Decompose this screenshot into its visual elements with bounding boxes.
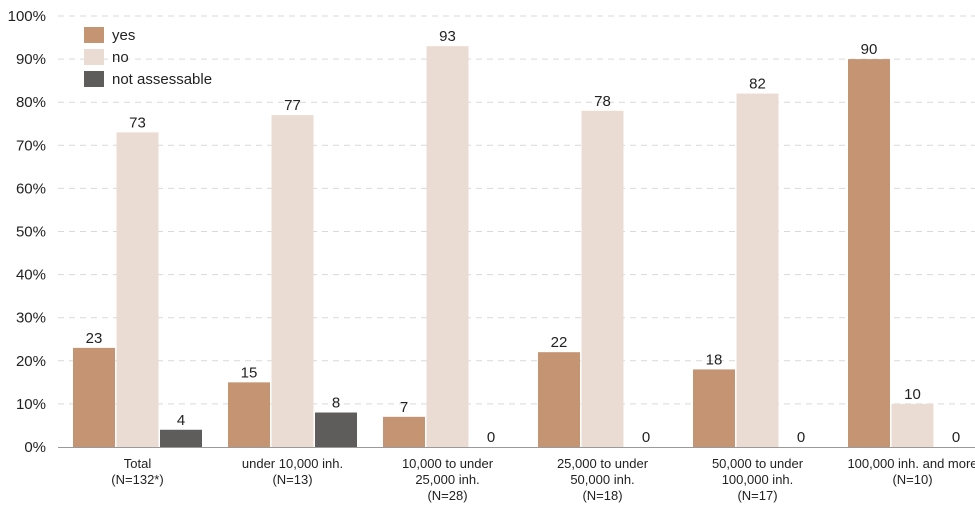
bar-no <box>891 403 934 447</box>
data-labels: 23 73 4 15 77 8 7 93 0 22 78 0 18 82 0 90 10 0 <box>86 28 961 446</box>
gridlines <box>58 15 975 405</box>
x-tick-label: (N=28) <box>427 488 467 503</box>
legend-label: not assessable <box>112 71 212 88</box>
bar-no <box>271 115 314 447</box>
y-tick-label: 40% <box>16 267 46 284</box>
x-tick-label: 100,000 inh. and more <box>847 456 975 471</box>
x-tick-label: 10,000 to under <box>402 456 494 471</box>
x-tick-label: (N=13) <box>272 472 312 487</box>
y-tick-label: 60% <box>16 180 46 197</box>
bar-not-assessable <box>315 412 357 447</box>
data-label: 7 <box>400 399 408 416</box>
data-label: 8 <box>332 395 340 412</box>
x-tick-label: 25,000 inh. <box>415 472 479 487</box>
data-label: 10 <box>904 386 921 403</box>
y-tick-label: 0% <box>24 439 46 456</box>
bar-yes <box>538 352 580 447</box>
x-tick-label: (N=18) <box>582 488 622 503</box>
x-axis: Total(N=132*) under 10,000 inh.(N=13) 10,0… <box>111 456 975 503</box>
x-tick-label: 25,000 to under <box>557 456 649 471</box>
data-label: 0 <box>797 429 805 446</box>
data-label: 4 <box>177 412 185 429</box>
data-label: 78 <box>594 93 611 110</box>
data-label: 90 <box>861 41 878 58</box>
y-tick-label: 90% <box>16 51 46 68</box>
y-tick-label: 30% <box>16 310 46 327</box>
data-label: 0 <box>952 429 960 446</box>
y-tick-label: 70% <box>16 137 46 154</box>
bar-not-assessable <box>160 429 202 447</box>
data-label: 82 <box>749 76 766 93</box>
data-label: 23 <box>86 330 103 347</box>
data-label: 93 <box>439 28 456 45</box>
y-tick-label: 80% <box>16 94 46 111</box>
y-axis: 0% 10% 20% 30% 40% 50% 60% 70% 80% 90% 100% <box>8 8 46 456</box>
legend-label: no <box>112 49 129 66</box>
bar-yes <box>73 347 115 447</box>
bar-no <box>581 110 624 447</box>
x-tick-label: 50,000 inh. <box>570 472 634 487</box>
data-label: 15 <box>241 364 258 381</box>
y-tick-label: 100% <box>8 8 46 25</box>
bar-yes <box>228 382 270 447</box>
legend-swatch <box>84 27 104 43</box>
x-tick-label: Total <box>124 456 152 471</box>
bar-yes <box>383 416 425 447</box>
bar-no <box>426 46 469 448</box>
x-tick-label: under 10,000 inh. <box>242 456 343 471</box>
bars <box>73 46 934 448</box>
bar-no <box>116 132 159 447</box>
x-tick-label: (N=10) <box>892 472 932 487</box>
legend-label: yes <box>112 27 135 44</box>
x-tick-label: 50,000 to under <box>712 456 804 471</box>
x-tick-label: 100,000 inh. <box>722 472 794 487</box>
y-tick-label: 50% <box>16 224 46 241</box>
data-label: 77 <box>284 97 301 114</box>
bar-no <box>736 93 779 447</box>
data-label: 73 <box>129 114 146 131</box>
y-tick-label: 20% <box>16 353 46 370</box>
legend-swatch <box>84 49 104 65</box>
data-label: 22 <box>551 334 568 351</box>
bar-yes <box>848 59 890 447</box>
x-tick-label: (N=17) <box>737 488 777 503</box>
y-tick-label: 10% <box>16 396 46 413</box>
legend: yes no not assessable <box>84 27 212 88</box>
data-label: 18 <box>706 351 723 368</box>
bar-yes <box>693 369 735 447</box>
data-label: 0 <box>487 429 495 446</box>
x-tick-label: (N=132*) <box>111 472 163 487</box>
data-label: 0 <box>642 429 650 446</box>
legend-swatch <box>84 71 104 87</box>
